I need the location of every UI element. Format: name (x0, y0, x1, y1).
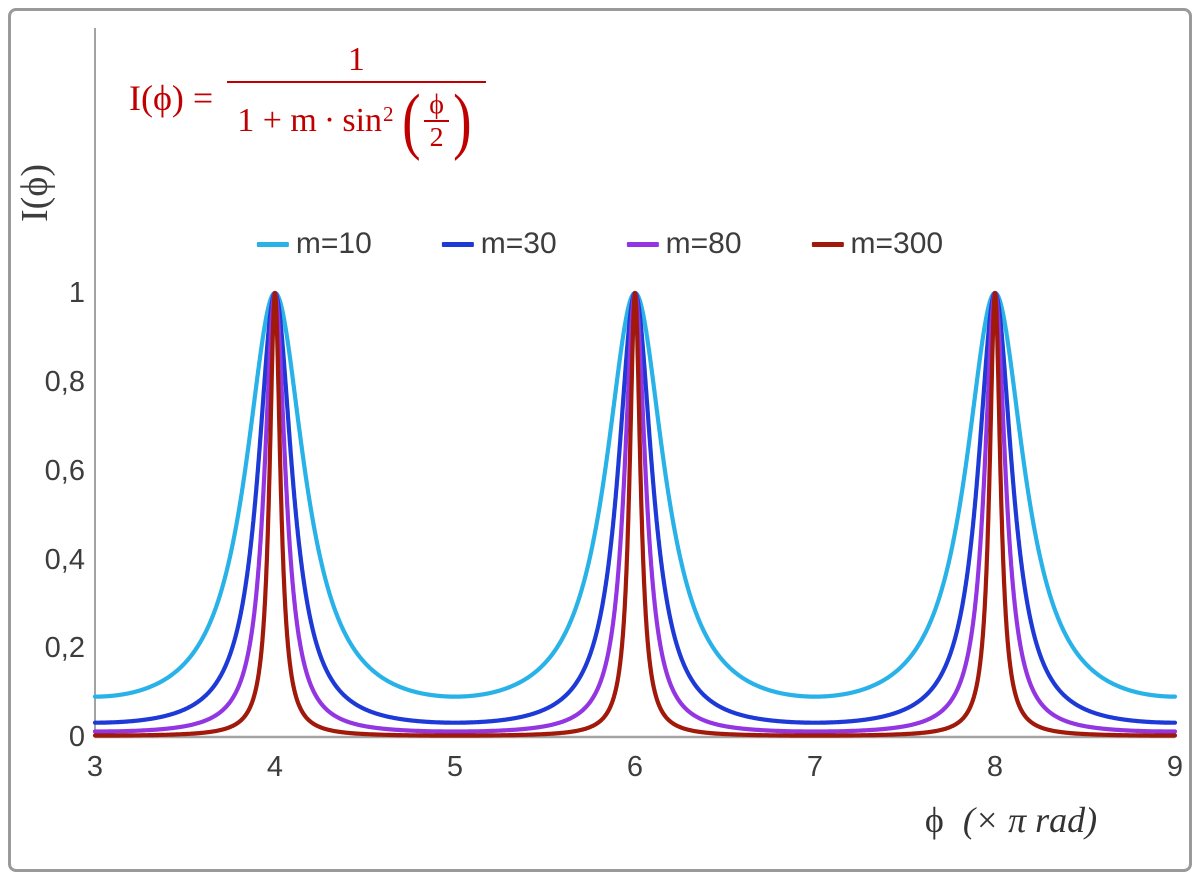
y-tick-label: 0,2 (44, 632, 85, 664)
legend: m=10 m=30 m=80 m=300 (256, 227, 944, 261)
x-tick-label: 8 (986, 751, 1004, 783)
x-axis-unit: (× π rad) (962, 800, 1098, 840)
formula-lhs: I(ϕ) = (129, 77, 214, 118)
legend-swatch (626, 241, 659, 247)
inner-denominator: 2 (429, 122, 444, 154)
formula-den-prefix: 1 + m ∙ sin (237, 102, 383, 140)
inner-numerator: ϕ (424, 90, 449, 123)
x-tick-label: 9 (1166, 751, 1184, 783)
y-tick-label: 0,8 (44, 366, 85, 398)
y-tick-label: 0,6 (44, 455, 85, 487)
formula-denominator: 1 + m ∙ sin 2 ( ϕ 2 ) (227, 80, 486, 162)
legend-swatch (811, 241, 844, 247)
legend-item: m=10 (256, 227, 372, 261)
legend-label: m=80 (665, 227, 742, 260)
chart-frame: I(ϕ) = 1 1 + m ∙ sin 2 ( ϕ 2 ) I(ϕ) m=10 … (8, 8, 1192, 872)
legend-item: m=300 (811, 227, 944, 261)
x-tick-label: 4 (266, 751, 284, 783)
formula-den-exponent: 2 (383, 101, 394, 126)
legend-item: m=30 (441, 227, 557, 261)
x-axis-title: ϕ (× π rad) (841, 799, 1181, 841)
y-tick-label: 0,4 (44, 544, 85, 576)
x-tick-label: 5 (446, 751, 464, 783)
legend-swatch (441, 241, 474, 247)
close-paren: ) (453, 80, 472, 162)
y-axis-title: I(ϕ) (14, 164, 56, 222)
x-tick-label: 6 (626, 751, 644, 783)
legend-label: m=30 (480, 227, 557, 260)
legend-label: m=300 (850, 227, 944, 260)
legend-item: m=80 (626, 227, 742, 261)
x-tick-label: 3 (86, 751, 104, 783)
legend-swatch (256, 241, 289, 247)
y-tick-label: 0 (68, 721, 85, 753)
y-tick-label: 1 (68, 277, 85, 309)
x-axis-phi: ϕ (924, 800, 944, 840)
x-tick-label: 7 (806, 751, 824, 783)
formula: I(ϕ) = 1 1 + m ∙ sin 2 ( ϕ 2 ) (129, 41, 486, 162)
inner-fraction: ϕ 2 (424, 90, 449, 153)
legend-label: m=10 (295, 227, 372, 260)
open-paren: ( (401, 80, 421, 162)
formula-numerator: 1 (347, 41, 365, 78)
formula-fraction: 1 1 + m ∙ sin 2 ( ϕ 2 ) (227, 41, 486, 162)
